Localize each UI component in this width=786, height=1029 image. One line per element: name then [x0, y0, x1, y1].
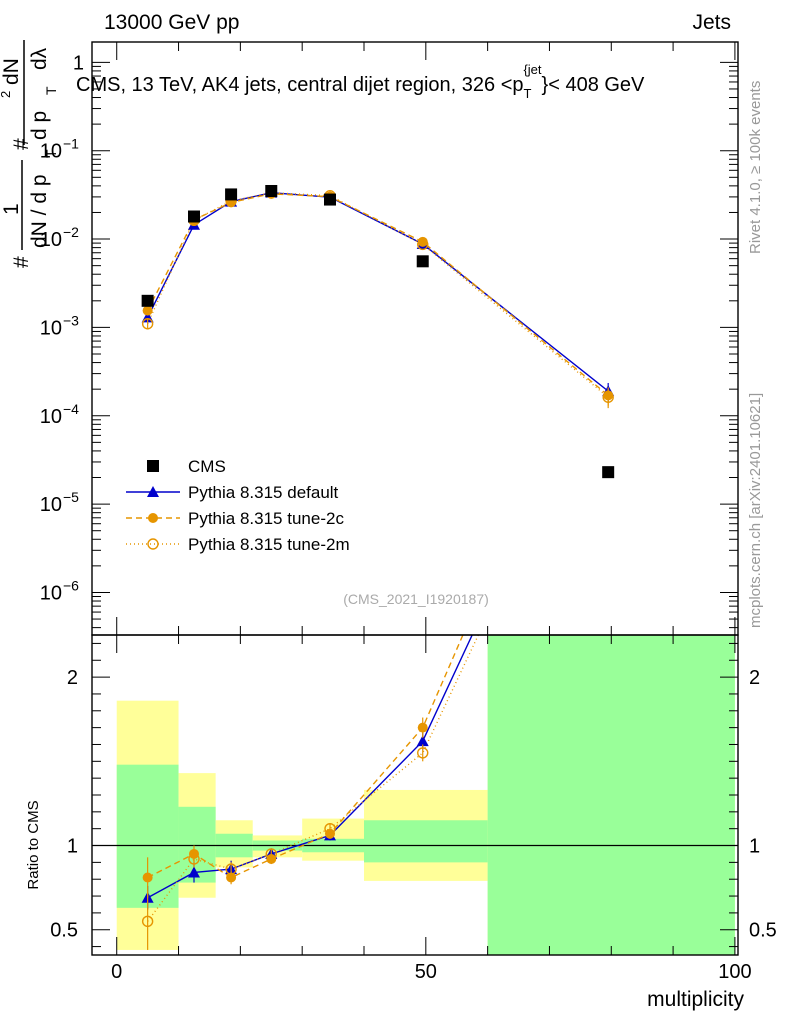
chart-title-end: }< 408 GeV	[542, 74, 646, 96]
y-tick-base-1: 10	[40, 141, 62, 163]
y-tick-label-5: 10−5	[40, 489, 79, 516]
series-line-2	[146, 191, 609, 398]
y-tick-base-4: 10	[40, 406, 62, 428]
ylabel-one: 1	[0, 203, 23, 215]
y-tick-label-0: 1	[73, 52, 84, 74]
main-series-layer	[141, 184, 615, 479]
rivet-version-label: Rivet 4.1.0, ≥ 100k events	[747, 81, 764, 254]
legend-label-3: Pythia 8.315 tune-2m	[188, 535, 350, 554]
cms-data-point-5	[416, 255, 429, 268]
chart-title-sub: T	[524, 86, 532, 101]
ylabel-hash-inner: #	[10, 138, 33, 150]
legend-label-0: CMS	[188, 457, 226, 476]
y-tick-label-1: 10−1	[40, 136, 79, 163]
ratio-point-2-5	[417, 747, 429, 759]
ratio-point-2-1	[188, 853, 200, 865]
ratio-point-2-3	[265, 848, 277, 860]
x-tick-label-2: 100	[718, 961, 751, 983]
ratio-tick-label-left-1: 1	[67, 836, 78, 858]
ylabel-sup-2: 2	[0, 91, 13, 98]
series-line-0	[147, 191, 609, 392]
legend-marker-0	[147, 460, 159, 472]
y-tick-base-2: 10	[40, 229, 62, 251]
y-tick-base-3: 10	[40, 317, 62, 339]
ratio-axis-ticks: 2 2 1 1 0.5 0.5	[50, 642, 777, 948]
x-tick-label-0: 0	[111, 961, 122, 983]
series-point-2-0	[141, 318, 154, 330]
y-tick-base-5: 10	[40, 494, 62, 516]
ratio-band-green-5	[364, 820, 488, 863]
y-tick-exp-4: −4	[63, 401, 79, 417]
legend-marker-2	[148, 513, 158, 523]
ratio-point-2-2	[225, 863, 237, 875]
ylabel-dN: dN	[0, 58, 23, 85]
series-point-2-5	[417, 238, 429, 251]
y-tick-exp-1: −1	[63, 136, 79, 152]
main-y-axis-label: # 1 dN / d p T # dN 2 d p T dλ	[0, 40, 59, 268]
y-tick-label-6: 10−6	[40, 577, 79, 604]
ylabel-denominator-sub: T	[43, 149, 59, 158]
ratio-uncertainty-bands	[116, 635, 735, 955]
ratio-tick-label-right-0: 2	[749, 667, 760, 689]
y-tick-label-4: 10−4	[40, 401, 79, 428]
legend-marker-1	[147, 486, 159, 497]
series-point-1-0	[142, 305, 153, 316]
legend-marker-3	[147, 538, 159, 550]
main-axis-ticks: 110−110−210−310−410−510−60 50 100	[40, 42, 752, 983]
ratio-series-layer	[141, 634, 479, 950]
legend-label-1: Pythia 8.315 default	[188, 483, 339, 502]
ratio-panel-frame	[91, 634, 739, 956]
legend: CMS Pythia 8.315 default Pythia 8.315 tune…	[126, 457, 350, 554]
ratio-point-0-5	[416, 735, 429, 747]
x-axis-label: multiplicity	[647, 988, 744, 1011]
y-tick-label-2: 10−2	[40, 224, 79, 251]
ratio-y-axis-label: Ratio to CMS	[25, 800, 42, 889]
header-category-label: Jets	[692, 11, 731, 34]
legend-label-2: Pythia 8.315 tune-2c	[188, 509, 344, 528]
x-tick-label-1: 50	[415, 961, 437, 983]
ratio-tick-label-right-2: 0.5	[749, 920, 777, 942]
analysis-watermark: (CMS_2021_I1920187)	[343, 591, 489, 607]
chart-title: CMS, 13 TeV, AK4 jets, central dijet reg…	[76, 62, 645, 101]
cms-data-point-1	[188, 210, 200, 223]
ylabel-dpT: d p	[28, 111, 51, 140]
y-tick-exp-6: −6	[63, 577, 79, 593]
ylabel-dlambda: dλ	[28, 47, 51, 70]
y-tick-exp-3: −3	[63, 312, 79, 328]
cms-data-point-4	[324, 193, 336, 206]
ratio-tick-label-left-0: 2	[67, 667, 78, 689]
ratio-point-0-1	[188, 866, 200, 878]
chart-title-main: CMS, 13 TeV, AK4 jets, central dijet reg…	[76, 74, 524, 96]
cms-data-point-0	[141, 294, 154, 307]
header-energy-label: 13000 GeV pp	[104, 11, 239, 34]
y-tick-base-6: 10	[40, 582, 62, 604]
cms-data-point-6	[602, 466, 615, 479]
ratio-point-2-0	[141, 915, 154, 928]
y-tick-label-3: 10−3	[40, 312, 79, 339]
ylabel-dpT-sub: T	[43, 86, 59, 95]
ratio-band-green-6	[487, 635, 735, 955]
ylabel-denominator: dN / d p	[28, 174, 51, 248]
ratio-band-green-1	[178, 806, 216, 883]
ratio-point-1-0	[142, 872, 153, 883]
series-point-2-6	[602, 391, 614, 403]
ylabel-hash-outer: #	[10, 256, 33, 268]
mcplots-citation-label: mcplots.cern.ch [arXiv:2401.10621]	[747, 393, 764, 628]
ratio-point-2-4	[324, 822, 336, 835]
ratio-tick-label-left-2: 0.5	[50, 920, 78, 942]
series-line-1	[147, 193, 609, 396]
ratio-tick-label-right-1: 1	[749, 836, 760, 858]
y-tick-exp-2: −2	[63, 224, 79, 240]
cms-data-point-2	[225, 188, 238, 201]
chart-title-sup: {jet	[523, 62, 541, 77]
cms-data-point-3	[265, 184, 278, 197]
ratio-point-1-5	[417, 722, 428, 733]
y-tick-exp-5: −5	[63, 489, 79, 505]
ratio-point-1-2	[226, 872, 237, 883]
